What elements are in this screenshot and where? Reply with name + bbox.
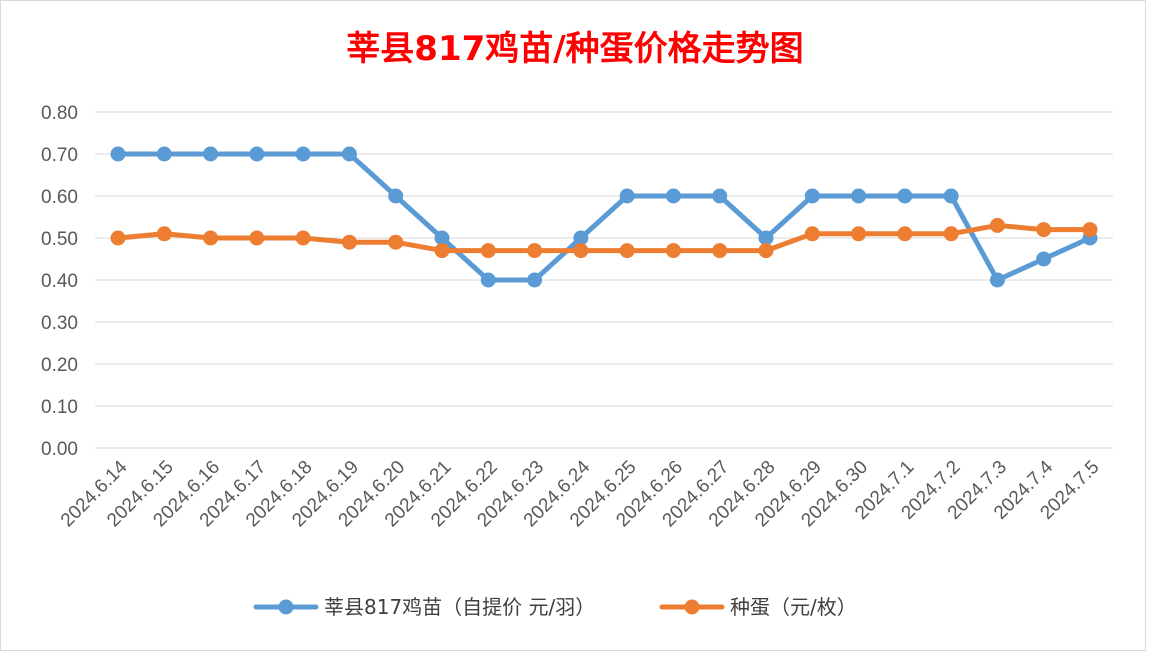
- series-2-point: [295, 230, 311, 246]
- series-1-point: [249, 146, 265, 162]
- legend-marker: [684, 599, 700, 615]
- series-1-point: [203, 146, 219, 162]
- series-1-point: [156, 146, 172, 162]
- series-1-point: [851, 188, 867, 204]
- series-2-point: [434, 243, 450, 259]
- series-2-point: [156, 226, 172, 242]
- series-1-point: [1036, 251, 1052, 267]
- series-1-point: [434, 230, 450, 246]
- y-tick-label: 0.40: [41, 271, 78, 292]
- chart-title: 莘县817鸡苗/种蛋价格走势图: [346, 29, 803, 69]
- series-2-point: [851, 226, 867, 242]
- series-1-point: [943, 188, 959, 204]
- legend-label: 种蛋（元/枚）: [730, 595, 857, 619]
- series-2-point: [1036, 222, 1052, 238]
- series-1-point: [665, 188, 681, 204]
- series-2-point: [943, 226, 959, 242]
- series-1-point: [480, 272, 496, 288]
- series-2-point: [388, 234, 404, 250]
- y-tick-label: 0.00: [41, 439, 78, 460]
- series-layer: [110, 146, 1098, 288]
- series-1-point: [527, 272, 543, 288]
- series-2-line: [115, 222, 1093, 254]
- series-1-point: [573, 230, 589, 246]
- series-2-point: [758, 243, 774, 259]
- series-1-point: [295, 146, 311, 162]
- series-2-point: [249, 230, 265, 246]
- series-1-point: [989, 272, 1005, 288]
- legend-item-1: 莘县817鸡苗（自提价 元/羽）: [253, 595, 595, 619]
- series-2-point: [203, 230, 219, 246]
- y-tick-label: 0.20: [41, 355, 78, 376]
- series-1-point: [712, 188, 728, 204]
- legend-marker: [278, 599, 294, 615]
- series-2-point: [573, 243, 589, 259]
- series-2-point: [527, 243, 543, 259]
- y-tick-label: 0.30: [41, 313, 78, 334]
- series-1-point: [388, 188, 404, 204]
- series-2-point: [110, 230, 126, 246]
- series-2-point: [1082, 222, 1098, 238]
- y-tick-label: 0.80: [41, 103, 78, 124]
- y-tick-label: 0.10: [41, 397, 78, 418]
- y-tick-label: 0.50: [41, 229, 78, 250]
- y-axis-ticks: 0.00 0.10 0.20 0.30 0.40 0.50 0.60 0.70 0.80: [41, 103, 78, 460]
- series-2-point: [619, 243, 635, 259]
- series-2-point: [665, 243, 681, 259]
- series-2: [110, 217, 1098, 259]
- y-tick-label: 0.70: [41, 145, 78, 166]
- series-2-point: [897, 226, 913, 242]
- series-1-point: [758, 230, 774, 246]
- series-2-point: [712, 243, 728, 259]
- series-1-point: [619, 188, 635, 204]
- series-2-point: [804, 226, 820, 242]
- y-tick-label: 0.60: [41, 187, 78, 208]
- series-1-point: [804, 188, 820, 204]
- legend-item-2: 种蛋（元/枚）: [659, 595, 857, 619]
- series-2-point: [989, 217, 1005, 233]
- legend: 莘县817鸡苗（自提价 元/羽） 种蛋（元/枚）: [253, 595, 857, 619]
- series-1-point: [897, 188, 913, 204]
- series-1-point: [110, 146, 126, 162]
- series-1-line: [115, 151, 1093, 283]
- series-2-point: [341, 234, 357, 250]
- series-1-point: [341, 146, 357, 162]
- legend-label: 莘县817鸡苗（自提价 元/羽）: [324, 595, 595, 619]
- series-1: [110, 146, 1098, 288]
- series-2-point: [480, 243, 496, 259]
